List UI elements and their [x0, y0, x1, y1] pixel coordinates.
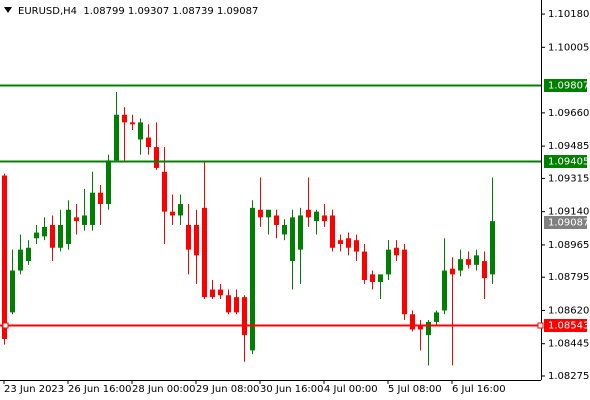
candle-body — [482, 261, 487, 279]
y-tick-label: 1.08445 — [548, 339, 589, 350]
candle-body — [146, 137, 151, 148]
candle-body — [138, 122, 143, 140]
y-tick-label: 1.10005 — [548, 42, 589, 53]
candle-body — [202, 207, 207, 298]
candle-body — [218, 289, 223, 296]
candle-body — [90, 192, 95, 225]
candle-body — [402, 249, 407, 315]
candle-body — [434, 312, 439, 322]
y-tick-label: 1.09485 — [548, 141, 589, 152]
level-handle — [2, 322, 9, 329]
level-label-box — [544, 155, 587, 168]
candle-body — [10, 270, 15, 313]
candle-body — [354, 240, 359, 252]
candle-body — [178, 204, 183, 216]
candle-body — [282, 224, 287, 235]
x-tick-label: 28 Jun 00:00 — [132, 384, 196, 395]
candle-body — [346, 238, 351, 248]
candle-body — [322, 215, 327, 222]
level-label-box — [544, 79, 587, 92]
candle-body — [298, 215, 303, 250]
candle-body — [2, 175, 7, 339]
candle-body — [290, 217, 295, 262]
candle-body — [474, 255, 479, 265]
y-tick-label: 1.08275 — [548, 371, 589, 382]
candle-body — [362, 251, 367, 281]
candle-body — [58, 224, 63, 248]
candle-body — [394, 247, 399, 256]
candle-body — [306, 209, 311, 218]
candle-body — [74, 217, 79, 222]
x-tick-label: 6 Jul 16:00 — [452, 384, 506, 395]
x-tick-label: 4 Jul 00:00 — [324, 384, 378, 395]
candle-body — [26, 247, 31, 262]
candle-body — [122, 114, 127, 123]
price-label-box — [544, 216, 587, 229]
x-tick-label: 23 Jun 2023 — [4, 384, 64, 395]
candle-body — [450, 268, 455, 275]
candle-body — [274, 215, 279, 225]
candle-body — [426, 321, 431, 336]
candle-body — [106, 160, 111, 205]
candle-body — [162, 171, 167, 212]
y-tick-label: 1.10180 — [548, 9, 589, 20]
candle-body — [66, 209, 71, 244]
price-label: 1.09087 — [548, 218, 589, 229]
candle-body — [330, 215, 335, 248]
candle-body — [226, 295, 231, 313]
candle-body — [418, 325, 423, 330]
candle-body — [370, 274, 375, 282]
x-tick-label: 29 Jun 08:00 — [196, 384, 260, 395]
candle-body — [154, 147, 159, 168]
candle-body — [490, 221, 495, 275]
candle-body — [242, 297, 247, 336]
x-tick-label: 26 Jun 16:00 — [68, 384, 132, 395]
candle-body — [314, 211, 319, 222]
candle-body — [338, 240, 343, 244]
candle-body — [114, 114, 119, 161]
candle-body — [250, 207, 255, 351]
y-tick-label: 1.08965 — [548, 240, 589, 251]
level-label: 1.08543 — [548, 321, 589, 332]
x-tick-label: 30 Jun 16:00 — [260, 384, 324, 395]
y-tick-label: 1.09140 — [548, 207, 589, 218]
candle-body — [378, 274, 383, 282]
y-tick-label: 1.09315 — [548, 173, 589, 184]
y-tick-label: 1.08620 — [548, 305, 589, 316]
x-tick-label: 5 Jul 08:00 — [388, 384, 442, 395]
y-tick-label: 1.09660 — [548, 108, 589, 119]
candle-body — [34, 232, 39, 239]
candle-body — [266, 209, 271, 218]
candle-body — [386, 249, 391, 275]
candle-body — [442, 270, 447, 311]
candle-body — [98, 192, 103, 205]
candle-body — [258, 209, 263, 218]
chart-title: EURUSD,H4 1.08799 1.09307 1.08739 1.0908… — [18, 6, 258, 17]
candle-body — [170, 211, 175, 216]
candle-body — [50, 224, 55, 248]
y-tick-label: 1.08795 — [548, 272, 589, 283]
level-label: 1.09405 — [548, 157, 589, 168]
candle-body — [410, 314, 415, 330]
level-label-box — [544, 319, 587, 332]
candle-body — [130, 122, 135, 125]
menu-arrow[interactable] — [4, 7, 12, 13]
candle-body — [82, 215, 87, 225]
candle-body — [42, 226, 47, 237]
candle-body — [210, 289, 215, 298]
candle-body — [458, 259, 463, 271]
candle-body — [186, 224, 191, 250]
candle-body — [18, 249, 23, 271]
candle-body — [194, 224, 199, 256]
candle-body — [234, 297, 239, 313]
level-handle — [537, 322, 544, 329]
level-label: 1.09807 — [548, 81, 589, 92]
candle-body — [466, 259, 471, 265]
